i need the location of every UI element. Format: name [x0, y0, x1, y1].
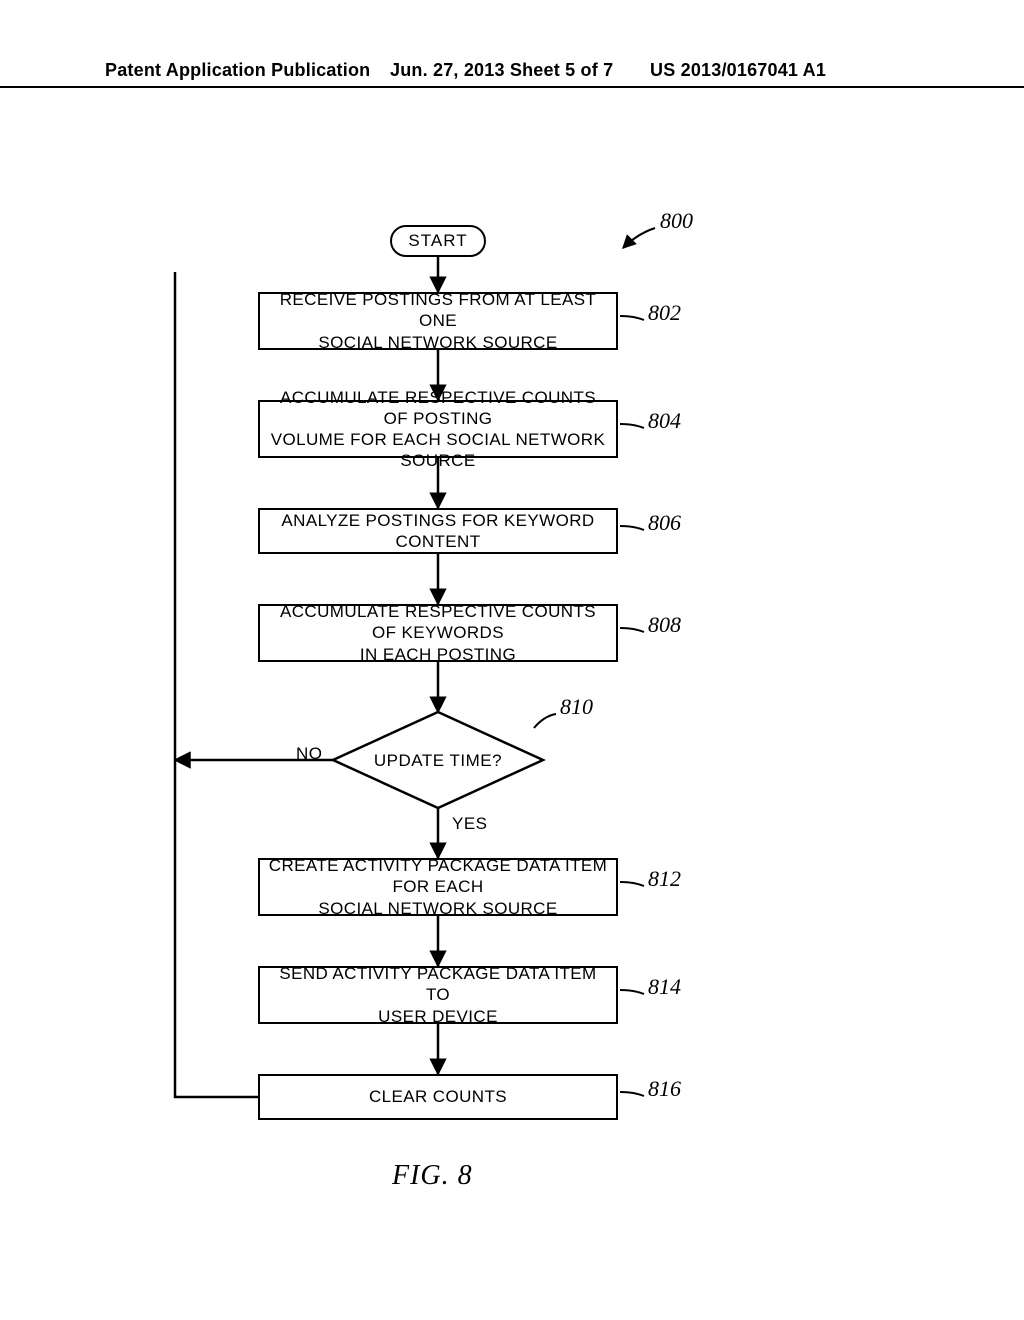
node-806-label: ANALYZE POSTINGS FOR KEYWORD CONTENT: [266, 510, 610, 553]
ref-816: 816: [648, 1076, 681, 1102]
ref-800: 800: [660, 208, 693, 234]
node-816-label: CLEAR COUNTS: [369, 1086, 507, 1107]
node-start-label: START: [408, 231, 467, 251]
node-804: ACCUMULATE RESPECTIVE COUNTS OF POSTINGV…: [258, 400, 618, 458]
svg-text:UPDATE TIME?: UPDATE TIME?: [374, 751, 502, 770]
node-812: CREATE ACTIVITY PACKAGE DATA ITEM FOR EA…: [258, 858, 618, 916]
branch-yes: YES: [452, 814, 488, 834]
ref-810: 810: [560, 694, 593, 720]
node-start: START: [390, 225, 486, 257]
node-812-label: CREATE ACTIVITY PACKAGE DATA ITEM FOR EA…: [266, 855, 610, 919]
node-802: RECEIVE POSTINGS FROM AT LEAST ONESOCIAL…: [258, 292, 618, 350]
node-802-label: RECEIVE POSTINGS FROM AT LEAST ONESOCIAL…: [266, 289, 610, 353]
ref-808: 808: [648, 612, 681, 638]
node-814: SEND ACTIVITY PACKAGE DATA ITEM TOUSER D…: [258, 966, 618, 1024]
ref-812: 812: [648, 866, 681, 892]
ref-806: 806: [648, 510, 681, 536]
node-814-label: SEND ACTIVITY PACKAGE DATA ITEM TOUSER D…: [266, 963, 610, 1027]
node-816: CLEAR COUNTS: [258, 1074, 618, 1120]
ref-802: 802: [648, 300, 681, 326]
node-808: ACCUMULATE RESPECTIVE COUNTS OF KEYWORDS…: [258, 604, 618, 662]
ref-804: 804: [648, 408, 681, 434]
branch-no: NO: [296, 744, 323, 764]
node-804-label: ACCUMULATE RESPECTIVE COUNTS OF POSTINGV…: [266, 387, 610, 472]
node-806: ANALYZE POSTINGS FOR KEYWORD CONTENT: [258, 508, 618, 554]
figure-caption: FIG. 8: [392, 1160, 473, 1192]
ref-814: 814: [648, 974, 681, 1000]
node-808-label: ACCUMULATE RESPECTIVE COUNTS OF KEYWORDS…: [266, 601, 610, 665]
